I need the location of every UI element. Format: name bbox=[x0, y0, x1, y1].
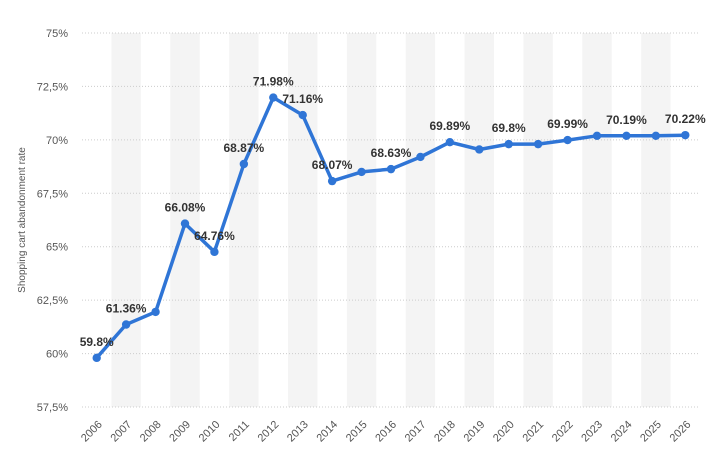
column-bands bbox=[111, 33, 671, 407]
data-point[interactable] bbox=[416, 152, 425, 162]
data-label: 59.8% bbox=[80, 335, 114, 349]
column-band bbox=[229, 33, 259, 407]
x-tick-label: 2023 bbox=[579, 419, 605, 445]
data-label: 66.08% bbox=[165, 201, 206, 215]
column-band bbox=[582, 33, 612, 407]
data-label: 69.8% bbox=[492, 121, 526, 135]
data-point[interactable] bbox=[239, 159, 249, 169]
x-tick-label: 2007 bbox=[108, 419, 134, 445]
data-point[interactable] bbox=[298, 110, 307, 120]
y-tick-label: 75% bbox=[46, 28, 68, 40]
data-label: 71.16% bbox=[282, 92, 323, 106]
data-label: 68.07% bbox=[312, 158, 353, 172]
x-tick-label: 2025 bbox=[638, 419, 664, 445]
data-label: 71.98% bbox=[253, 75, 294, 89]
data-point[interactable] bbox=[269, 93, 278, 102]
data-point[interactable] bbox=[681, 130, 690, 140]
data-point[interactable] bbox=[445, 138, 455, 147]
y-tick-label: 72,5% bbox=[37, 81, 68, 93]
column-band bbox=[464, 33, 494, 407]
x-tick-label: 2024 bbox=[609, 419, 635, 445]
data-point[interactable] bbox=[92, 353, 101, 363]
data-label: 61.36% bbox=[106, 302, 147, 316]
column-band bbox=[346, 33, 377, 407]
x-tick-label: 2020 bbox=[491, 419, 517, 445]
y-axis-title: Shopping cart abandonment rate bbox=[17, 147, 28, 293]
y-axis-ticks: 57,5% 60% 62,5% 65% 67,5% 70% 72,5% 75% bbox=[37, 28, 68, 414]
data-label: 64.76% bbox=[194, 229, 235, 243]
column-band bbox=[523, 33, 553, 407]
y-tick-label: 62,5% bbox=[37, 295, 68, 307]
y-tick-label: 60% bbox=[46, 349, 68, 361]
data-label: 68.87% bbox=[224, 141, 265, 155]
x-tick-label: 2013 bbox=[285, 419, 311, 445]
data-label: 70.22% bbox=[665, 112, 706, 126]
column-band bbox=[405, 33, 436, 407]
y-tick-label: 67,5% bbox=[37, 188, 68, 200]
data-point[interactable] bbox=[151, 307, 160, 317]
x-tick-label: 2022 bbox=[550, 419, 576, 445]
data-point[interactable] bbox=[651, 131, 661, 140]
y-tick-label: 57,5% bbox=[37, 402, 68, 414]
data-point[interactable] bbox=[121, 320, 131, 329]
data-point[interactable] bbox=[210, 247, 219, 257]
x-tick-label: 2018 bbox=[432, 419, 458, 445]
x-tick-label: 2019 bbox=[462, 419, 488, 445]
x-tick-label: 2021 bbox=[520, 419, 546, 445]
column-band bbox=[288, 33, 318, 407]
x-tick-label: 2015 bbox=[344, 419, 370, 445]
x-tick-label: 2008 bbox=[138, 419, 164, 445]
x-tick-label: 2017 bbox=[403, 419, 429, 445]
data-point[interactable] bbox=[386, 164, 396, 174]
x-tick-label: 2014 bbox=[314, 419, 340, 445]
data-point[interactable] bbox=[327, 176, 337, 186]
data-points bbox=[92, 93, 690, 363]
x-axis-ticks: 2006 2007 2008 2009 2010 2011 2012 2013 2014 2015… bbox=[79, 419, 693, 445]
data-labels: 59.8% 61.36% 66.08% 64.76% 68.87% 71.98% 71.16… bbox=[80, 75, 706, 349]
data-point[interactable] bbox=[180, 219, 190, 228]
x-tick-label: 2012 bbox=[256, 419, 282, 445]
data-point[interactable] bbox=[504, 139, 513, 149]
data-label: 69.99% bbox=[547, 117, 588, 131]
x-tick-label: 2011 bbox=[227, 419, 252, 444]
x-tick-label: 2016 bbox=[373, 419, 399, 445]
data-point[interactable] bbox=[475, 145, 484, 154]
x-tick-label: 2010 bbox=[197, 419, 223, 445]
column-band bbox=[641, 33, 671, 407]
data-point[interactable] bbox=[563, 135, 572, 145]
x-tick-label: 2009 bbox=[167, 419, 193, 445]
data-point[interactable] bbox=[533, 139, 543, 149]
gridlines bbox=[82, 32, 700, 408]
x-tick-label: 2006 bbox=[79, 419, 105, 445]
data-label: 68.63% bbox=[371, 146, 412, 160]
data-point[interactable] bbox=[592, 131, 602, 140]
x-tick-label: 2026 bbox=[668, 419, 694, 445]
y-tick-label: 65% bbox=[46, 242, 68, 254]
column-band bbox=[111, 33, 141, 407]
data-point[interactable] bbox=[622, 131, 631, 140]
data-label: 70.19% bbox=[606, 113, 647, 127]
data-point[interactable] bbox=[357, 167, 366, 177]
data-label: 69.89% bbox=[430, 119, 471, 133]
y-tick-label: 70% bbox=[46, 135, 68, 147]
